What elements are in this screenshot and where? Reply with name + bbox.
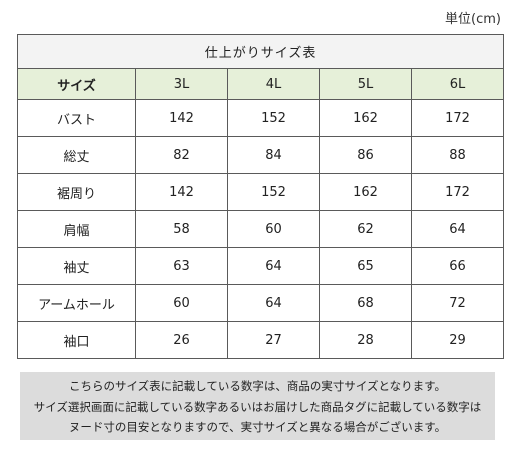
table-row: 袖丈 63 64 65 66	[17, 247, 505, 285]
header-size-5l: 5L	[319, 68, 412, 100]
table-cell: 64	[410, 210, 505, 248]
table-cell: 142	[135, 99, 228, 137]
table-cell: 62	[319, 210, 412, 248]
table-row: 裾周り 142 152 162 172	[17, 173, 505, 211]
note-line: ヌード寸の目安となりますので、実寸サイズと異なる場合がございます。	[68, 420, 447, 434]
table-title-row: 仕上がりサイズ表	[16, 34, 505, 69]
row-label: 袖口	[17, 321, 136, 359]
row-label: 袖丈	[17, 247, 136, 285]
size-note-box: こちらのサイズ表に記載している数字は、商品の実寸サイズとなります。 サイズ選択画…	[20, 372, 495, 440]
row-label: バスト	[17, 99, 136, 137]
table-cell: 162	[319, 99, 412, 137]
table-cell: 27	[227, 321, 320, 359]
table-header-row: サイズ 3L 4L 5L 6L	[17, 68, 505, 100]
table-cell: 26	[135, 321, 228, 359]
table-cell: 64	[227, 247, 320, 285]
table-cell: 60	[135, 284, 228, 322]
table-cell: 86	[319, 136, 412, 174]
table-row: 肩幅 58 60 62 64	[17, 210, 505, 248]
table-cell: 28	[319, 321, 412, 359]
header-size-6l: 6L	[410, 68, 505, 100]
row-label: 肩幅	[17, 210, 136, 248]
table-row: 総丈 82 84 86 88	[17, 136, 505, 174]
table-cell: 58	[135, 210, 228, 248]
note-line: こちらのサイズ表に記載している数字は、商品の実寸サイズとなります。	[69, 379, 446, 393]
table-cell: 66	[410, 247, 505, 285]
table-cell: 84	[227, 136, 320, 174]
header-size-4l: 4L	[227, 68, 320, 100]
table-cell: 82	[135, 136, 228, 174]
table-cell: 68	[319, 284, 412, 322]
table-cell: 63	[135, 247, 228, 285]
table-cell: 29	[410, 321, 505, 359]
unit-label: 単位(cm)	[445, 12, 501, 27]
table-cell: 162	[319, 173, 412, 211]
table-cell: 72	[410, 284, 505, 322]
table-cell: 152	[227, 173, 320, 211]
note-line: サイズ選択画面に記載している数字あるいはお届けした商品タグに記載している数字は	[33, 399, 482, 414]
header-size-label: サイズ	[17, 68, 136, 100]
table-cell: 152	[227, 99, 320, 137]
table-title: 仕上がりサイズ表	[16, 34, 505, 69]
table-row: バスト 142 152 162 172	[17, 99, 505, 137]
size-chart-table: 仕上がりサイズ表 サイズ 3L 4L 5L 6L バスト 142 152 162…	[16, 34, 505, 359]
table-cell: 64	[227, 284, 320, 322]
table-cell: 65	[319, 247, 412, 285]
header-size-3l: 3L	[135, 68, 228, 100]
row-label: 裾周り	[17, 173, 136, 211]
table-row: 袖口 26 27 28 29	[17, 321, 505, 359]
table-cell: 172	[410, 99, 505, 137]
table-cell: 172	[410, 173, 505, 211]
table-row: アームホール 60 64 68 72	[17, 284, 505, 322]
table-cell: 60	[227, 210, 320, 248]
table-cell: 142	[135, 173, 228, 211]
table-cell: 88	[410, 136, 505, 174]
row-label: 総丈	[17, 136, 136, 174]
row-label: アームホール	[17, 284, 136, 322]
